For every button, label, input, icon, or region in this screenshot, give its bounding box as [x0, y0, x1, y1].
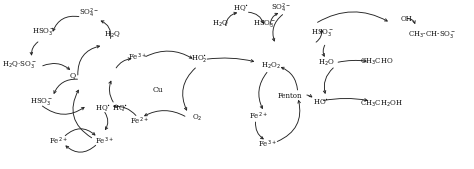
Text: Fe$^{2+}$: Fe$^{2+}$	[130, 115, 149, 127]
Text: Fenton: Fenton	[277, 92, 301, 100]
Text: HQ$^{\bullet}$: HQ$^{\bullet}$	[233, 4, 249, 14]
Text: CH$_3$-CH-SO$_3^-$: CH$_3$-CH-SO$_3^-$	[408, 29, 456, 40]
Text: H$_2$O$_2$: H$_2$O$_2$	[261, 61, 281, 71]
Text: HSO$_3^-$: HSO$_3^-$	[30, 96, 54, 107]
Text: Fe$^{2+}$: Fe$^{2+}$	[49, 136, 68, 147]
Text: H$_2$Q: H$_2$Q	[212, 19, 229, 29]
Text: HO$^{\bullet}$: HO$^{\bullet}$	[312, 97, 329, 107]
Text: HQ$^{\bullet}$: HQ$^{\bullet}$	[95, 104, 111, 114]
Text: CH$_3$CHO: CH$_3$CHO	[360, 57, 393, 67]
Text: SO$_4^{2-}$: SO$_4^{2-}$	[79, 6, 100, 20]
Text: HO$_2^{\bullet}$: HO$_2^{\bullet}$	[191, 54, 208, 65]
Text: Q: Q	[69, 71, 75, 79]
Text: OH: OH	[401, 15, 412, 23]
Text: Fe$^{3+}$: Fe$^{3+}$	[95, 136, 114, 147]
Text: CH$_3$CH$_2$OH: CH$_3$CH$_2$OH	[360, 98, 403, 109]
Text: HSO$_3^-$: HSO$_3^-$	[311, 27, 334, 38]
Text: Fe$^{2+}$: Fe$^{2+}$	[249, 111, 268, 123]
Text: H$_2$Q$\cdot$SO$_3^-$: H$_2$Q$\cdot$SO$_3^-$	[2, 59, 36, 70]
Text: O$_2$: O$_2$	[192, 113, 203, 123]
Text: Cu: Cu	[153, 86, 164, 94]
Text: HSO$_3^-$: HSO$_3^-$	[253, 18, 276, 29]
Text: H$_2$Q: H$_2$Q	[104, 30, 121, 40]
Text: H$_2$O: H$_2$O	[318, 58, 335, 68]
Text: SO$_4^{2-}$: SO$_4^{2-}$	[272, 2, 292, 15]
Text: Fe$^{3+}$: Fe$^{3+}$	[258, 139, 277, 150]
Text: HQ$^{\bullet}$: HQ$^{\bullet}$	[112, 104, 128, 114]
Text: Fe$^{3+}$: Fe$^{3+}$	[128, 52, 147, 63]
Text: HSO$_3^-$: HSO$_3^-$	[32, 26, 55, 37]
